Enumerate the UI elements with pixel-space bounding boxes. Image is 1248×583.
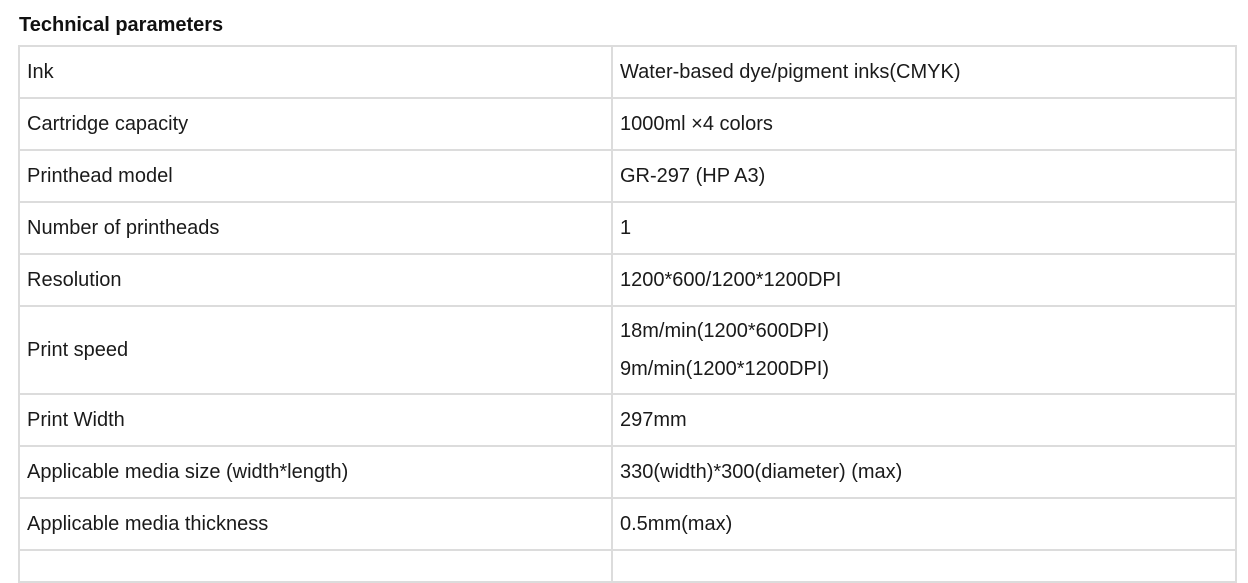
parameter-value: 330(width)*300(diameter) (max) xyxy=(611,445,1237,499)
parameter-label: Printhead model xyxy=(18,149,613,203)
parameter-value-line: 1200*600/1200*1200DPI xyxy=(620,268,842,291)
table-row: Resolution 1200*600/1200*1200DPI xyxy=(18,253,1237,307)
parameter-value-line: 1 xyxy=(620,216,632,239)
parameter-value-line: 9m/min(1200*1200DPI) xyxy=(620,358,829,380)
parameter-value-line: GR-297 (HP A3) xyxy=(620,164,766,187)
parameter-value: 1 xyxy=(611,201,1237,255)
table-row: Applicable media size (width*length) 330(… xyxy=(18,445,1237,499)
parameter-label: Print speed xyxy=(18,305,613,395)
section-title: Technical parameters xyxy=(19,14,224,36)
table-row: Print speed 18m/min(1200*600DPI) 9m/min(12… xyxy=(18,305,1237,395)
parameter-value: GR-297 (HP A3) xyxy=(611,149,1237,203)
table-row: Print Width 297mm xyxy=(18,393,1237,447)
parameter-value-line: 18m/min(1200*600DPI) xyxy=(620,320,829,342)
table-row: Printhead model GR-297 (HP A3) xyxy=(18,149,1237,203)
table-row: Number of printheads 1 xyxy=(18,201,1237,255)
parameter-label xyxy=(18,549,613,583)
parameter-label: Applicable media size (width*length) xyxy=(18,445,613,499)
parameter-value-line: 0.5mm(max) xyxy=(620,512,733,535)
parameter-label: Cartridge capacity xyxy=(18,97,613,151)
table-row xyxy=(18,549,1237,583)
parameter-label: Print Width xyxy=(18,393,613,447)
parameter-value-line: 1000ml ×4 colors xyxy=(620,112,773,135)
parameter-value: 18m/min(1200*600DPI) 9m/min(1200*1200DPI) xyxy=(611,305,1237,395)
parameter-label: Resolution xyxy=(18,253,613,307)
table-row: Cartridge capacity 1000ml ×4 colors xyxy=(18,97,1237,151)
parameter-value: Water-based dye/pigment inks(CMYK) xyxy=(611,45,1237,99)
parameter-value-line: Water-based dye/pigment inks(CMYK) xyxy=(620,60,961,83)
parameter-label: Number of printheads xyxy=(18,201,613,255)
parameter-value-line: 330(width)*300(diameter) (max) xyxy=(620,460,903,483)
parameter-value-line: 297mm xyxy=(620,408,687,431)
table-row: Ink Water-based dye/pigment inks(CMYK) xyxy=(18,45,1237,99)
parameter-label: Applicable media thickness xyxy=(18,497,613,551)
parameter-value: 1000ml ×4 colors xyxy=(611,97,1237,151)
parameter-label: Ink xyxy=(18,45,613,99)
parameter-value: 1200*600/1200*1200DPI xyxy=(611,253,1237,307)
table-row: Applicable media thickness 0.5mm(max) xyxy=(18,497,1237,551)
parameter-value xyxy=(611,549,1237,583)
parameter-value: 297mm xyxy=(611,393,1237,447)
parameters-table: Ink Water-based dye/pigment inks(CMYK) Car… xyxy=(18,45,1237,583)
parameter-value: 0.5mm(max) xyxy=(611,497,1237,551)
